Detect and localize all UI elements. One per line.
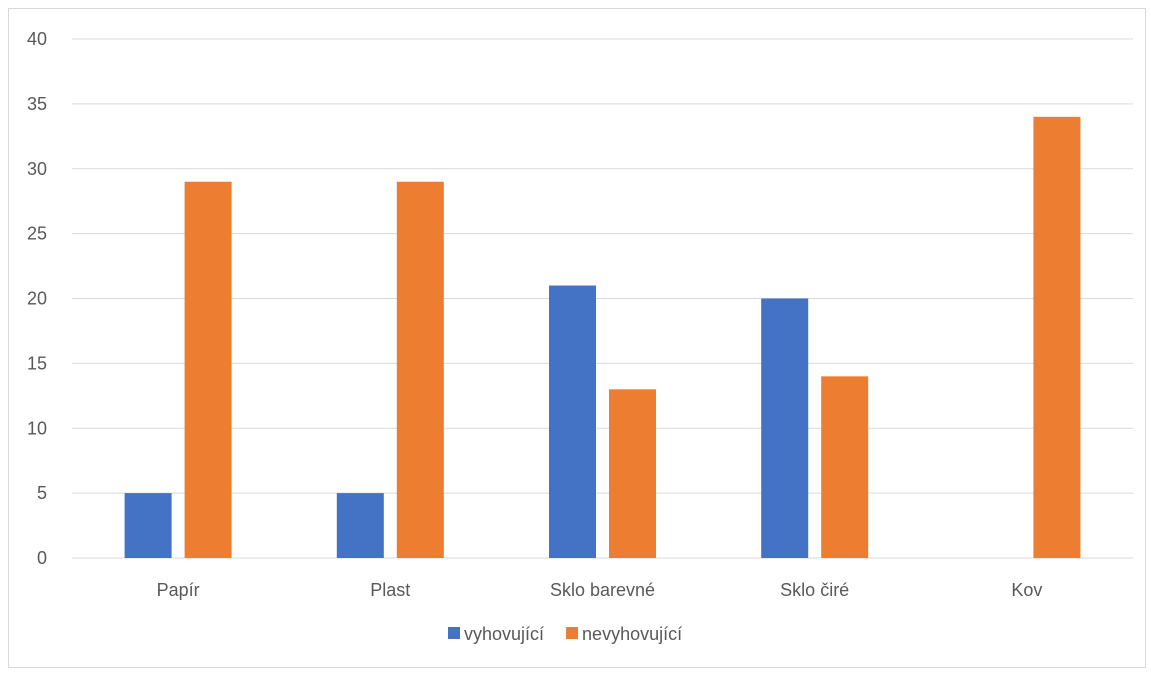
legend-label: vyhovující xyxy=(464,624,544,644)
legend-label: nevyhovující xyxy=(582,624,682,644)
bar-nevyhovující-Plast xyxy=(396,181,444,558)
y-tick-label: 35 xyxy=(27,94,47,114)
y-tick-label: 5 xyxy=(37,483,47,503)
y-tick-label: 25 xyxy=(27,224,47,244)
y-tick-label: 20 xyxy=(27,289,47,309)
bar-nevyhovující-Sklo čiré xyxy=(821,376,869,558)
bar-nevyhovující-Kov xyxy=(1033,116,1081,558)
bar-nevyhovující-Papír xyxy=(184,181,232,558)
bar-vyhovující-Sklo barevné xyxy=(549,285,596,558)
y-tick-label: 10 xyxy=(27,418,47,438)
y-tick-label: 30 xyxy=(27,159,47,179)
x-tick-label: Sklo čiré xyxy=(780,580,849,600)
x-tick-label: Sklo barevné xyxy=(550,580,655,600)
y-tick-label: 15 xyxy=(27,353,47,373)
x-tick-label: Kov xyxy=(1011,580,1042,600)
y-tick-label: 40 xyxy=(27,29,47,49)
bar-vyhovující-Sklo čiré xyxy=(761,298,809,558)
bar-nevyhovující-Sklo barevné xyxy=(609,389,656,558)
x-tick-label: Papír xyxy=(157,580,200,600)
legend-swatch xyxy=(566,627,579,639)
legend-swatch xyxy=(448,627,460,639)
y-axis-tick-labels: 0 5 10 15 20 25 30 35 40 xyxy=(27,29,47,568)
bar-vyhovující-Plast xyxy=(336,493,384,558)
bars xyxy=(124,116,1081,558)
bar-vyhovující-Papír xyxy=(124,493,172,558)
y-tick-label: 0 xyxy=(37,548,47,568)
x-tick-label: Plast xyxy=(370,580,410,600)
x-axis-tick-labels: Papír Plast Sklo barevné Sklo čiré Kov xyxy=(157,580,1043,600)
legend: vyhovující nevyhovující xyxy=(448,624,682,644)
gridlines xyxy=(72,38,1133,559)
